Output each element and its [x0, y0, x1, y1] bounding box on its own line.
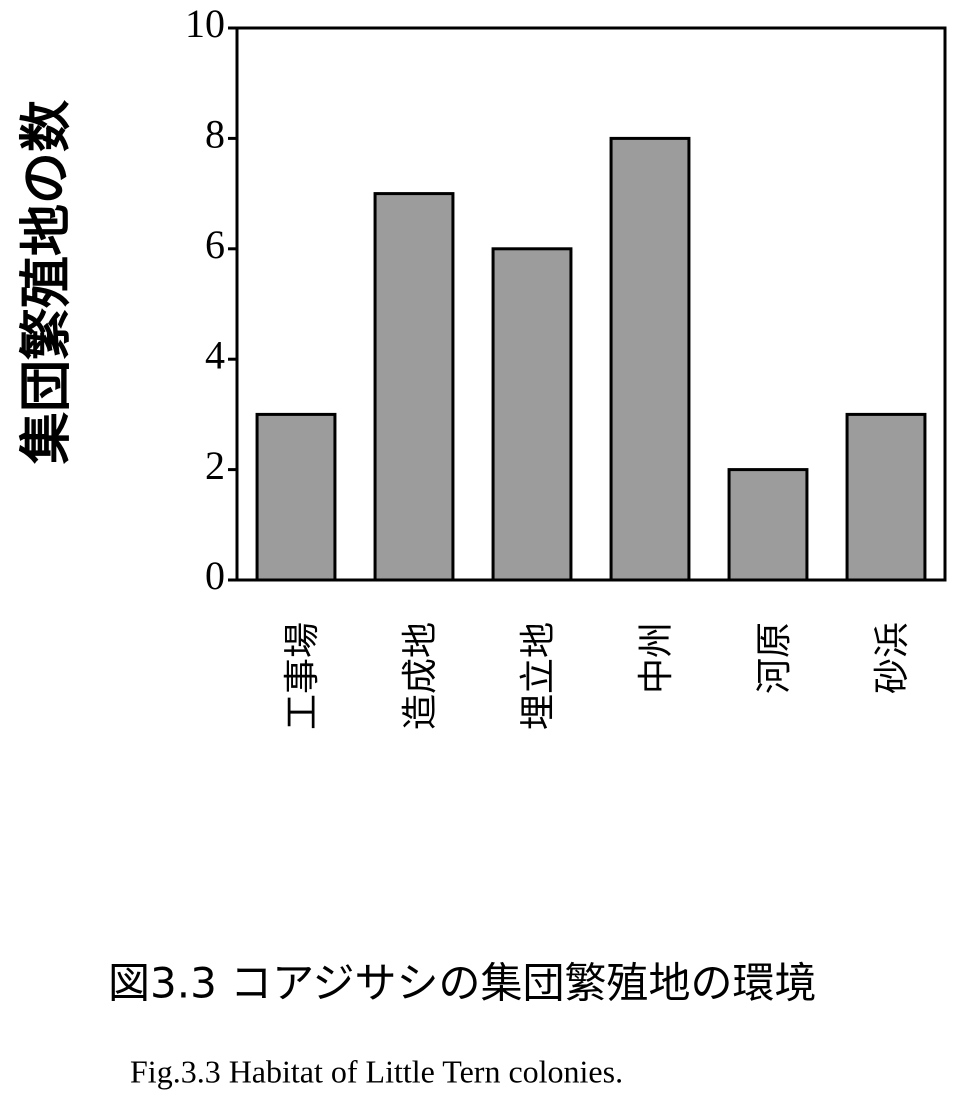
- y-tick-label: 0: [205, 553, 225, 598]
- y-tick-label: 2: [205, 443, 225, 488]
- plot-frame: [235, 26, 947, 582]
- x-tick-label: 中州: [636, 622, 677, 694]
- y-tick-label: 6: [205, 222, 225, 267]
- bar: [609, 136, 691, 582]
- bar: [491, 247, 573, 582]
- y-tick-label: 8: [205, 112, 225, 157]
- chart-subtitle: Fig.3.3 Habitat of Little Tern colonies.: [130, 1053, 623, 1089]
- x-tick-label: 埋立地: [518, 622, 559, 730]
- x-tick-label: 河原: [754, 622, 795, 694]
- x-tick-label: 造成地: [400, 622, 441, 730]
- y-tick-label: 4: [205, 332, 225, 377]
- bar: [727, 468, 809, 582]
- bar: [373, 192, 455, 582]
- bar: [255, 412, 337, 582]
- y-tick-label: 10: [185, 1, 225, 46]
- bar: [845, 412, 927, 582]
- x-tick-label: 砂浜: [872, 622, 913, 694]
- y-axis-label: 集団繁殖地の数: [17, 100, 77, 465]
- x-tick-label: 工事場: [282, 622, 323, 730]
- chart-title: 図3.3 コアジサシの集団繁殖地の環境: [108, 959, 816, 1008]
